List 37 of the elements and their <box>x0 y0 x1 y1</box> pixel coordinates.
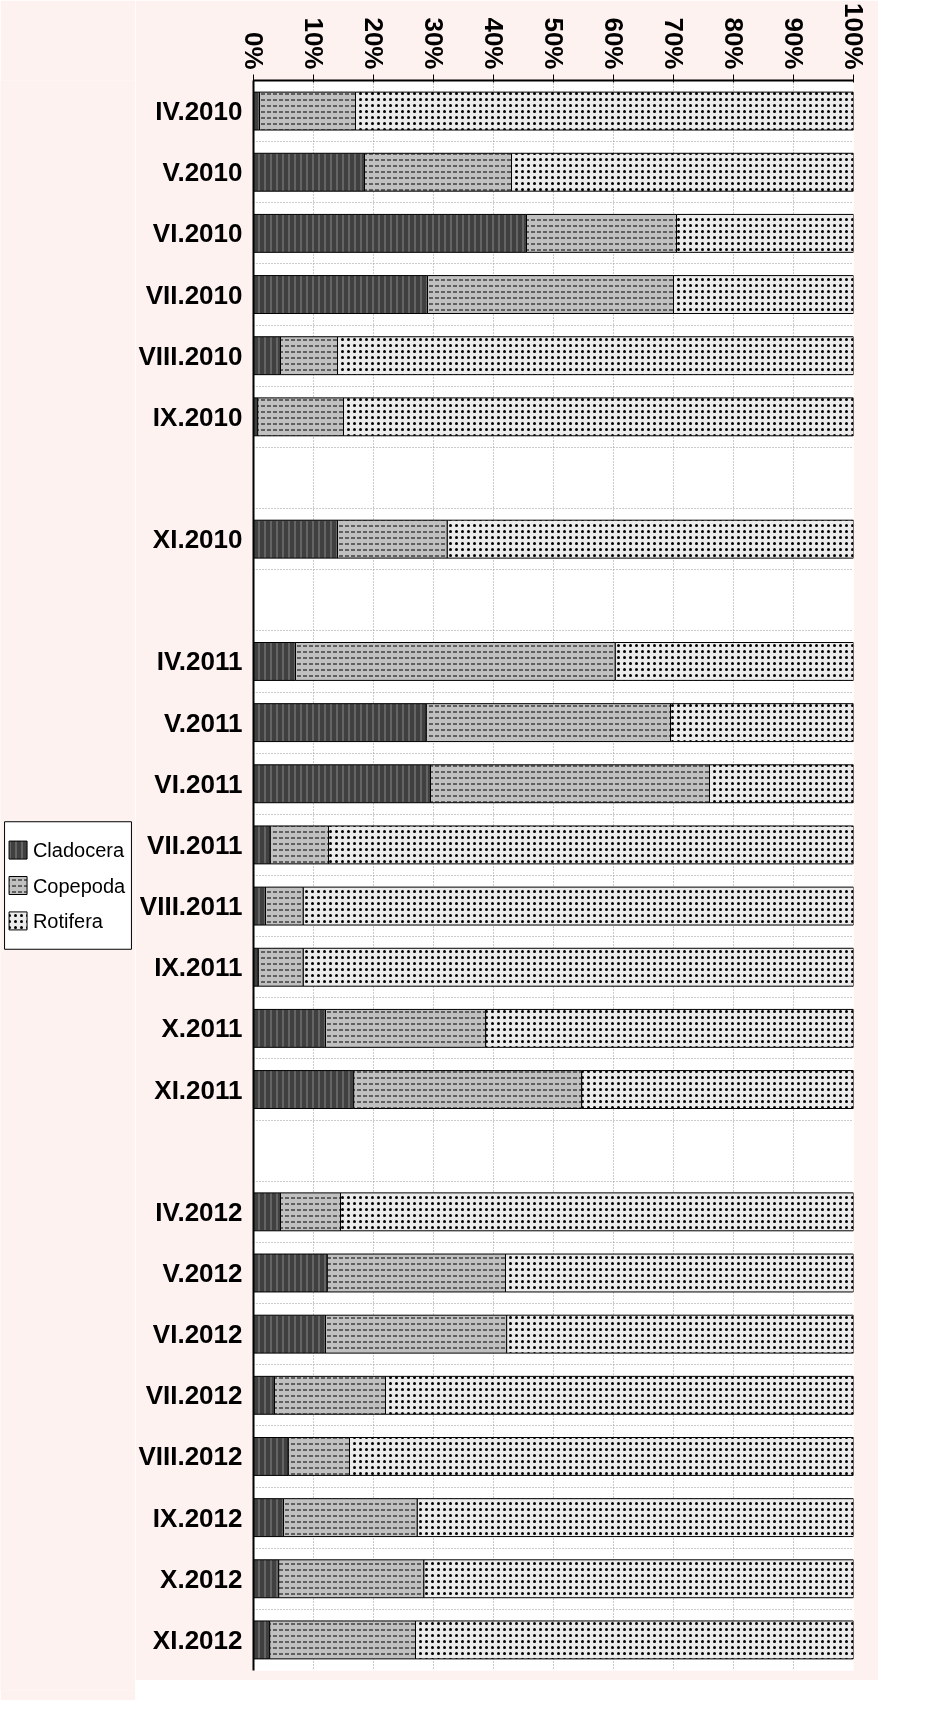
y-tick-label: V.2011 <box>163 707 243 738</box>
y-tick-label: IX.2010 <box>152 401 243 432</box>
x-tick-label: 10% <box>298 17 329 70</box>
x-tick-label: 100% <box>838 3 869 70</box>
y-tick-label: X.2012 <box>160 1563 243 1594</box>
y-tick-label: XI.2011 <box>154 1074 243 1105</box>
y-tick-label: VI.2012 <box>152 1319 243 1350</box>
x-tick-label: 50% <box>538 17 569 70</box>
y-tick-label: IV.2011 <box>156 646 243 677</box>
y-tick-label: IV.2012 <box>155 1196 243 1227</box>
y-tick-label: VIII.2011 <box>139 891 243 922</box>
x-tick-label: 70% <box>658 17 689 70</box>
y-tick-label: IX.2012 <box>152 1502 243 1533</box>
y-tick-label: VI.2011 <box>154 768 243 799</box>
y-tick-label: V.2010 <box>162 157 243 188</box>
x-tick-label: 90% <box>778 17 809 70</box>
y-tick-label: V.2012 <box>162 1258 243 1288</box>
y-tick-label: VII.2010 <box>145 279 243 310</box>
y-tick-label: IX.2011 <box>154 952 243 983</box>
y-tick-label: VIII.2012 <box>138 1441 243 1472</box>
x-tick-label: 30% <box>418 17 449 70</box>
x-tick-label: 0% <box>238 31 269 70</box>
y-tick-label: VI.2010 <box>152 218 243 249</box>
y-tick-label: VIII.2010 <box>138 340 243 371</box>
x-tick-label: 80% <box>718 17 749 70</box>
legend-label: Copepoda <box>32 874 127 897</box>
y-tick-label: IV.2010 <box>155 96 243 127</box>
x-tick-label: 60% <box>598 17 629 70</box>
y-tick-label: XI.2012 <box>152 1624 243 1655</box>
y-tick-label: VII.2012 <box>145 1380 243 1411</box>
y-tick-label: X.2011 <box>161 1013 243 1044</box>
y-tick-label: XI.2010 <box>152 524 243 555</box>
legend-label: Cladocera <box>32 839 125 862</box>
x-tick-label: 40% <box>478 17 509 70</box>
x-tick-label: 20% <box>358 17 389 70</box>
y-tick-label: VII.2011 <box>147 829 243 860</box>
legend-label: Rotifera <box>32 909 104 932</box>
